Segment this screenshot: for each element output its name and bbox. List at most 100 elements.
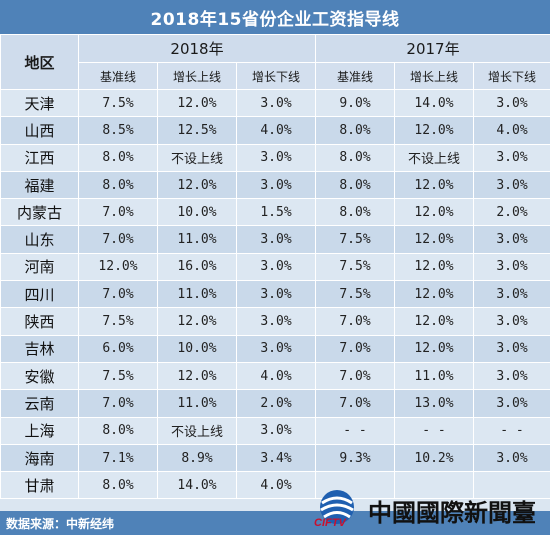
- region-cell: 四川: [0, 280, 79, 309]
- region-cell: 内蒙古: [0, 198, 79, 227]
- col-header-upper-2018: 增长上线: [157, 62, 237, 90]
- value-cell: 3.0%: [473, 389, 550, 418]
- value-cell: 12.0%: [157, 170, 237, 200]
- value-cell: 7.0%: [315, 389, 395, 418]
- value-cell: 3.0%: [473, 88, 550, 118]
- region-cell: 陕西: [0, 307, 79, 336]
- value-cell: 7.5%: [78, 361, 158, 391]
- value-cell: 11.0%: [157, 225, 237, 254]
- value-cell: 4.0%: [236, 116, 316, 145]
- wage-guideline-table: 地区 2018年 2017年 基准线 增长上线 增长下线 基准线 增长上线 增长…: [0, 34, 550, 500]
- table-row: 上海 8.0% 不设上线 3.0% - -- -- -: [0, 416, 550, 445]
- value-cell: 6.0%: [78, 334, 158, 363]
- value-cell: 3.0%: [236, 280, 316, 309]
- value-cell: 12.0%: [394, 307, 474, 336]
- value-cell: 12.0%: [394, 225, 474, 254]
- region-cell: 江西: [0, 143, 79, 172]
- region-cell: 海南: [0, 443, 79, 473]
- year-2017-header: 2017年: [315, 34, 550, 63]
- region-cell: 云南: [0, 389, 79, 418]
- value-cell: 7.0%: [78, 389, 158, 418]
- col-header-lower-2018: 增长下线: [236, 62, 316, 90]
- value-cell: 7.0%: [315, 307, 395, 336]
- value-cell: 1.5%: [236, 198, 316, 227]
- value-cell: 12.0%: [394, 280, 474, 309]
- value-cell: 12.0%: [157, 361, 237, 391]
- table-row: 山西 8.5% 12.5% 4.0% 8.0% 12.0% 4.0%: [0, 116, 550, 145]
- value-cell: 7.0%: [78, 225, 158, 254]
- value-cell: 3.0%: [236, 143, 316, 172]
- value-cell: 12.0%: [394, 170, 474, 200]
- value-cell: 7.0%: [315, 361, 395, 391]
- table-row: 海南 7.1% 8.9% 3.4% 9.3% 10.2% 3.0%: [0, 443, 550, 473]
- table-row: 山东 7.0% 11.0% 3.0% 7.5% 12.0% 3.0%: [0, 225, 550, 254]
- region-cell: 安徽: [0, 361, 79, 391]
- value-cell: 8.0%: [78, 143, 158, 172]
- value-cell: 3.0%: [473, 225, 550, 254]
- value-cell: 8.0%: [315, 116, 395, 145]
- header-row-metrics: 基准线 增长上线 增长下线 基准线 增长上线 增长下线: [1, 62, 550, 90]
- value-cell: 3.0%: [473, 252, 550, 282]
- region-column-header: 地区: [0, 34, 79, 90]
- value-cell: 7.5%: [315, 252, 395, 282]
- value-cell: 3.0%: [236, 252, 316, 282]
- value-cell: 10.0%: [157, 198, 237, 227]
- region-cell: 甘肃: [0, 471, 79, 500]
- value-cell: 7.0%: [315, 334, 395, 363]
- year-2018-header: 2018年: [78, 34, 316, 63]
- value-cell: 11.0%: [157, 389, 237, 418]
- region-cell: 山西: [0, 116, 79, 145]
- value-cell: 12.0%: [157, 88, 237, 118]
- value-cell: 16.0%: [157, 252, 237, 282]
- value-cell: 12.5%: [157, 116, 237, 145]
- table-row: 安徽 7.5% 12.0% 4.0% 7.0% 11.0% 3.0%: [0, 361, 550, 391]
- value-cell: 13.0%: [394, 389, 474, 418]
- value-cell: 14.0%: [394, 88, 474, 118]
- value-cell: - -: [394, 416, 474, 445]
- value-cell: 7.5%: [78, 88, 158, 118]
- cift-watermark: CIFTV 中國國際新聞臺: [300, 485, 550, 535]
- value-cell: 2.0%: [473, 198, 550, 227]
- value-cell: [473, 471, 550, 500]
- col-header-baseline-2017: 基准线: [315, 62, 395, 90]
- value-cell: 3.0%: [236, 88, 316, 118]
- value-cell: 10.0%: [157, 334, 237, 363]
- value-cell: 4.0%: [236, 361, 316, 391]
- value-cell: 12.0%: [394, 334, 474, 363]
- header-row-years: 地区 2018年 2017年: [0, 34, 550, 90]
- logo-abbr: CIFTV: [314, 517, 346, 529]
- value-cell: 12.0%: [157, 307, 237, 336]
- table-row: 陕西 7.5% 12.0% 3.0% 7.0% 12.0% 3.0%: [0, 307, 550, 336]
- logo-text: 中國國際新聞臺: [368, 498, 536, 527]
- value-cell: 3.0%: [473, 280, 550, 309]
- value-cell: 3.0%: [236, 225, 316, 254]
- value-cell: 8.5%: [78, 116, 158, 145]
- value-cell: 7.5%: [315, 225, 395, 254]
- region-cell: 吉林: [0, 334, 79, 363]
- value-cell: 3.0%: [473, 334, 550, 363]
- region-cell: 天津: [0, 88, 79, 118]
- value-cell: 8.0%: [315, 198, 395, 227]
- value-cell: 9.0%: [315, 88, 395, 118]
- value-cell: 不设上线: [157, 416, 237, 445]
- value-cell: 3.0%: [236, 334, 316, 363]
- table-row: 甘肃 8.0% 14.0% 4.0%: [0, 471, 550, 500]
- value-cell: 7.5%: [315, 280, 395, 309]
- region-cell: 山东: [0, 225, 79, 254]
- col-header-baseline-2018: 基准线: [78, 62, 158, 90]
- value-cell: 3.4%: [236, 443, 316, 473]
- value-cell: 8.0%: [315, 170, 395, 200]
- table-row: 内蒙古 7.0% 10.0% 1.5% 8.0% 12.0% 2.0%: [0, 198, 550, 227]
- table-row: 福建 8.0% 12.0% 3.0% 8.0% 12.0% 3.0%: [0, 170, 550, 200]
- table-row: 云南 7.0% 11.0% 2.0% 7.0% 13.0% 3.0%: [0, 389, 550, 418]
- table-row: 吉林 6.0% 10.0% 3.0% 7.0% 12.0% 3.0%: [0, 334, 550, 363]
- value-cell: 8.0%: [78, 471, 158, 500]
- value-cell: 11.0%: [157, 280, 237, 309]
- globe-logo-icon: [320, 490, 354, 524]
- value-cell: 3.0%: [473, 307, 550, 336]
- col-header-lower-2017: 增长下线: [473, 62, 550, 90]
- value-cell: 3.0%: [236, 170, 316, 200]
- value-cell: 7.0%: [78, 198, 158, 227]
- value-cell: - -: [315, 416, 395, 445]
